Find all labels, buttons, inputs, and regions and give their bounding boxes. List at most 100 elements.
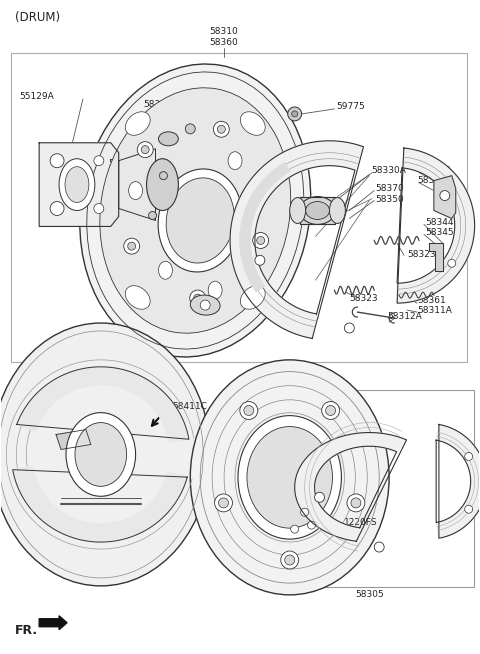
Circle shape [291, 525, 299, 533]
Text: 1220FS: 1220FS [344, 518, 378, 526]
Circle shape [200, 300, 210, 310]
Polygon shape [119, 148, 156, 220]
Text: 58311A: 58311A [417, 305, 452, 315]
Polygon shape [436, 424, 480, 538]
Circle shape [214, 121, 229, 137]
Ellipse shape [158, 262, 172, 279]
Ellipse shape [238, 416, 341, 539]
Text: 58344D: 58344D [425, 218, 460, 227]
Circle shape [255, 255, 265, 266]
Ellipse shape [65, 167, 89, 203]
Text: 58366A: 58366A [417, 176, 452, 185]
Circle shape [215, 494, 232, 512]
Circle shape [308, 521, 315, 529]
Circle shape [217, 126, 225, 133]
Circle shape [94, 203, 104, 213]
Text: 58312A: 58312A [387, 311, 422, 320]
Polygon shape [295, 432, 407, 542]
Text: 55129A: 55129A [19, 92, 54, 101]
Polygon shape [240, 163, 290, 292]
Circle shape [252, 233, 269, 249]
Circle shape [285, 555, 295, 565]
Circle shape [148, 211, 156, 220]
Polygon shape [56, 430, 91, 449]
Polygon shape [397, 148, 475, 303]
Circle shape [128, 242, 136, 250]
Circle shape [257, 237, 264, 245]
Polygon shape [12, 466, 187, 542]
Circle shape [159, 171, 168, 180]
Text: 58411C: 58411C [172, 402, 207, 411]
Ellipse shape [290, 198, 306, 224]
Circle shape [374, 542, 384, 552]
Ellipse shape [190, 360, 389, 595]
Circle shape [141, 146, 149, 154]
Text: 58322B: 58322B [106, 206, 141, 215]
Ellipse shape [300, 197, 336, 224]
Circle shape [322, 402, 339, 419]
Text: 58356A: 58356A [417, 166, 452, 175]
Text: 59775: 59775 [336, 103, 365, 111]
Circle shape [94, 156, 104, 165]
Circle shape [194, 294, 202, 302]
Text: 58360: 58360 [210, 38, 239, 46]
Text: 58370: 58370 [375, 184, 404, 193]
Ellipse shape [0, 323, 210, 586]
Circle shape [448, 192, 456, 199]
Text: (DRUM): (DRUM) [15, 11, 60, 24]
Ellipse shape [228, 152, 242, 169]
Text: 58330A: 58330A [371, 166, 406, 175]
Text: 58348: 58348 [109, 159, 137, 168]
Ellipse shape [66, 413, 136, 496]
Bar [310, 390, 474, 587]
Ellipse shape [191, 295, 220, 315]
Ellipse shape [247, 426, 333, 528]
Circle shape [300, 508, 309, 516]
Circle shape [325, 405, 336, 415]
Circle shape [292, 111, 298, 117]
FancyArrow shape [39, 616, 67, 630]
Ellipse shape [146, 159, 179, 211]
Circle shape [50, 154, 64, 167]
Text: 58323: 58323 [349, 294, 378, 303]
Circle shape [281, 551, 299, 569]
Circle shape [240, 402, 258, 419]
Bar [12, 53, 467, 362]
Text: 58350: 58350 [375, 195, 404, 204]
Text: 58345E: 58345E [425, 228, 459, 237]
Circle shape [244, 405, 254, 415]
Text: FR.: FR. [15, 624, 38, 637]
Circle shape [347, 494, 365, 512]
Ellipse shape [166, 178, 234, 263]
Circle shape [50, 201, 64, 215]
Ellipse shape [125, 286, 150, 309]
Text: 58361: 58361 [417, 296, 446, 305]
Polygon shape [434, 176, 456, 218]
Circle shape [465, 506, 473, 513]
Circle shape [185, 124, 195, 134]
Ellipse shape [208, 281, 222, 299]
Polygon shape [39, 143, 119, 226]
Circle shape [448, 259, 456, 267]
Ellipse shape [75, 422, 127, 487]
Text: 58322B: 58322B [170, 109, 205, 118]
Circle shape [314, 492, 324, 502]
Circle shape [190, 290, 205, 306]
Polygon shape [230, 141, 363, 338]
Text: 58386B: 58386B [144, 101, 179, 109]
Circle shape [124, 238, 140, 254]
Ellipse shape [59, 159, 95, 211]
Ellipse shape [240, 286, 265, 309]
Ellipse shape [100, 88, 291, 333]
Ellipse shape [240, 112, 265, 135]
Circle shape [351, 498, 361, 508]
Ellipse shape [129, 182, 143, 199]
Ellipse shape [125, 112, 150, 135]
Text: 58305: 58305 [355, 591, 384, 599]
Circle shape [440, 190, 450, 201]
Polygon shape [300, 197, 336, 224]
Text: 58323: 58323 [407, 250, 436, 259]
Ellipse shape [80, 64, 311, 357]
Circle shape [344, 323, 354, 333]
Ellipse shape [158, 132, 179, 146]
